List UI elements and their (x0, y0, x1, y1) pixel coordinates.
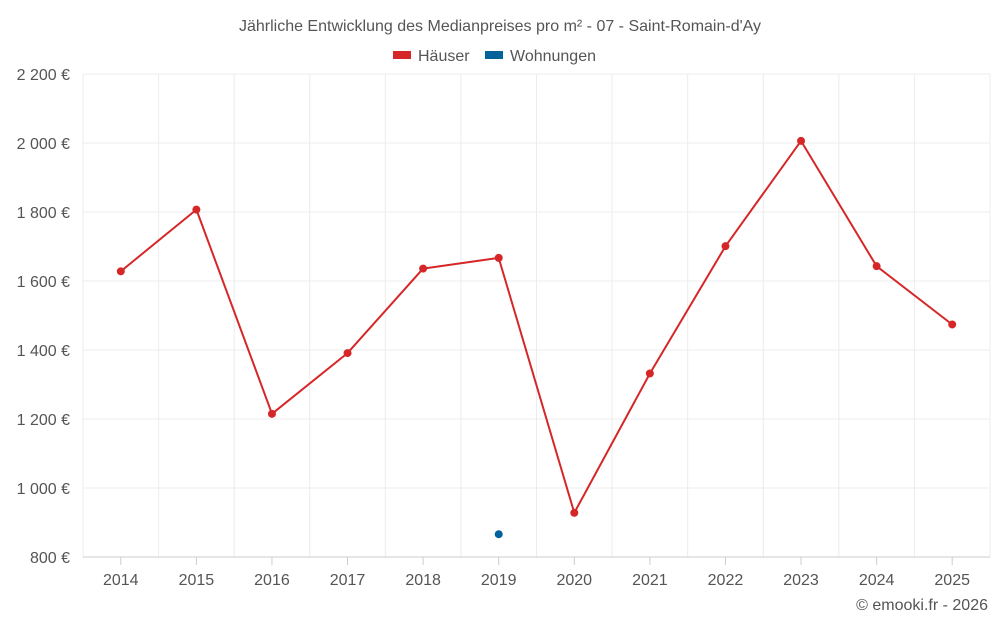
data-point[interactable] (494, 253, 503, 262)
x-tick-label: 2014 (103, 572, 139, 589)
series-0 (116, 136, 957, 517)
x-tick-label: 2022 (708, 572, 744, 589)
legend-item-wohnungen[interactable]: Wohnungen (485, 48, 596, 65)
y-tick-label: 2 000 € (17, 136, 70, 153)
legend-item-haeuser[interactable]: Häuser (393, 48, 470, 65)
y-tick-label: 1 200 € (17, 412, 70, 429)
x-tick-label: 2020 (556, 572, 592, 589)
data-point[interactable] (419, 264, 428, 273)
chart-title: Jährliche Entwicklung des Medianpreises … (239, 18, 761, 35)
y-axis: 800 € 1 000 € 1 200 € 1 400 € 1 600 € 1 800 €… (17, 67, 70, 567)
data-point[interactable] (343, 349, 352, 358)
x-tick-label: 2021 (632, 572, 668, 589)
y-tick-label: 1 000 € (17, 481, 70, 498)
x-tick-label: 2024 (859, 572, 895, 589)
data-point[interactable] (570, 508, 579, 517)
legend: Häuser Wohnungen (393, 48, 596, 65)
series-line (120, 139, 953, 514)
y-tick-label: 1 400 € (17, 343, 70, 360)
credit-text[interactable]: © emooki.fr - 2026 (856, 597, 988, 614)
data-point[interactable] (948, 320, 957, 329)
series-1 (494, 530, 503, 539)
x-tick-label: 2015 (179, 572, 215, 589)
x-tick-label: 2016 (254, 572, 290, 589)
x-tick-label: 2017 (330, 572, 366, 589)
legend-swatch-wohnungen (485, 51, 503, 59)
x-tick-label: 2023 (783, 572, 819, 589)
x-tick-label: 2019 (481, 572, 517, 589)
y-tick-label: 1 600 € (17, 274, 70, 291)
y-tick-label: 1 800 € (17, 205, 70, 222)
data-point[interactable] (494, 530, 503, 539)
data-point[interactable] (192, 205, 201, 214)
legend-label-wohnungen: Wohnungen (510, 48, 596, 65)
data-point[interactable] (267, 409, 276, 418)
plot-area (116, 136, 957, 539)
legend-swatch-haeuser (393, 51, 411, 59)
legend-label-haeuser: Häuser (418, 48, 470, 65)
grid (82, 73, 991, 557)
data-point[interactable] (872, 262, 881, 271)
data-point[interactable] (645, 369, 654, 378)
data-point[interactable] (721, 242, 730, 251)
y-tick-label: 800 € (30, 550, 70, 567)
data-point[interactable] (116, 267, 125, 276)
data-point[interactable] (797, 136, 806, 145)
y-tick-label: 2 200 € (17, 67, 70, 84)
x-axis: 2014 2015 2016 2017 2018 2019 2020 2021 2022 2023… (83, 556, 990, 589)
x-tick-label: 2018 (405, 572, 441, 589)
x-tick-label: 2025 (934, 572, 970, 589)
